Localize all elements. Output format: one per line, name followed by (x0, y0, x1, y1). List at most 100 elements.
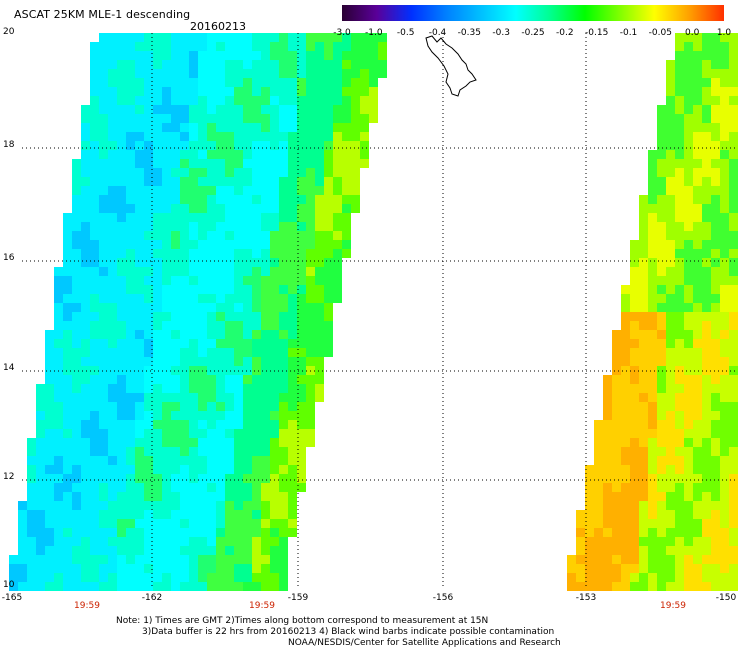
swath-pixel (351, 78, 360, 87)
swath-pixel (351, 87, 360, 96)
swath-pixel (207, 294, 216, 303)
swath-pixel (108, 222, 117, 231)
swath-pixel (90, 393, 99, 402)
swath-pixel (234, 384, 243, 393)
swath-pixel (108, 33, 117, 42)
swath-pixel (648, 186, 657, 195)
swath-pixel (684, 240, 693, 249)
swath-pixel (351, 186, 360, 195)
swath-pixel (243, 573, 252, 582)
swath-pixel (702, 87, 711, 96)
swath-pixel (297, 294, 306, 303)
swath-pixel (162, 564, 171, 573)
swath-pixel (171, 150, 180, 159)
swath-pixel (189, 69, 198, 78)
swath-pixel (333, 123, 342, 132)
swath-pixel (225, 357, 234, 366)
swath-pixel (270, 132, 279, 141)
swath-pixel (621, 393, 630, 402)
swath-pixel (333, 240, 342, 249)
swath-pixel (207, 186, 216, 195)
swath-pixel (216, 474, 225, 483)
swath-pixel (234, 96, 243, 105)
swath-pixel (702, 267, 711, 276)
swath-pixel (63, 411, 72, 420)
swath-pixel (729, 402, 738, 411)
swath-pixel (144, 276, 153, 285)
swath-pixel (729, 456, 738, 465)
swath-pixel (621, 483, 630, 492)
swath-pixel (693, 348, 702, 357)
swath-pixel (648, 339, 657, 348)
swath-pixel (234, 519, 243, 528)
swath-pixel (63, 447, 72, 456)
swath-pixel (63, 582, 72, 591)
swath-pixel (270, 384, 279, 393)
swath-pixel (279, 321, 288, 330)
swath-pixel (711, 78, 720, 87)
swath-pixel (54, 555, 63, 564)
swath-pixel (630, 411, 639, 420)
swath-pixel (189, 339, 198, 348)
swath-pixel (270, 141, 279, 150)
swath-pixel (612, 366, 621, 375)
swath-pixel (693, 303, 702, 312)
swath-pixel (639, 429, 648, 438)
swath-pixel (234, 357, 243, 366)
swath-pixel (639, 447, 648, 456)
swath-pixel (648, 546, 657, 555)
swath-pixel (135, 258, 144, 267)
swath-pixel (72, 195, 81, 204)
swath-pixel (99, 33, 108, 42)
swath-pixel (279, 447, 288, 456)
swath-pixel (234, 204, 243, 213)
swath-pixel (216, 87, 225, 96)
swath-pixel (576, 564, 585, 573)
swath-pixel (99, 204, 108, 213)
swath-pixel (99, 420, 108, 429)
swath-pixel (72, 429, 81, 438)
swath-pixel (81, 303, 90, 312)
swath-pixel (621, 528, 630, 537)
swath-pixel (252, 546, 261, 555)
swath-pixel (135, 384, 144, 393)
swath-pixel (135, 429, 144, 438)
swath-pixel (198, 276, 207, 285)
swath-pixel (315, 186, 324, 195)
swath-pixel (657, 348, 666, 357)
swath-pixel (216, 267, 225, 276)
swath-pixel (693, 456, 702, 465)
swath-pixel (720, 69, 729, 78)
swath-pixel (144, 384, 153, 393)
swath-pixel (630, 519, 639, 528)
swath-pixel (153, 429, 162, 438)
swath-pixel (261, 285, 270, 294)
swath-pixel (270, 411, 279, 420)
swath-pixel (702, 303, 711, 312)
swath-pixel (675, 573, 684, 582)
swath-pixel (216, 366, 225, 375)
swath-pixel (144, 411, 153, 420)
swath-pixel (243, 195, 252, 204)
swath-pixel (135, 114, 144, 123)
swath-pixel (180, 141, 189, 150)
swath-pixel (279, 465, 288, 474)
swath-pixel (684, 348, 693, 357)
swath-pixel (198, 105, 207, 114)
swath-pixel (72, 177, 81, 186)
swath-pixel (162, 60, 171, 69)
swath-pixel (360, 114, 369, 123)
swath-pixel (153, 321, 162, 330)
swath-pixel (711, 483, 720, 492)
swath-pixel (675, 78, 684, 87)
swath-pixel (369, 78, 378, 87)
swath-pixel (207, 483, 216, 492)
swath-pixel (279, 114, 288, 123)
swath-pixel (117, 267, 126, 276)
swath-pixel (90, 519, 99, 528)
swath-pixel (684, 357, 693, 366)
swath-pixel (45, 384, 54, 393)
swath-pixel (693, 519, 702, 528)
swath-pixel (162, 150, 171, 159)
swath-pixel (684, 141, 693, 150)
